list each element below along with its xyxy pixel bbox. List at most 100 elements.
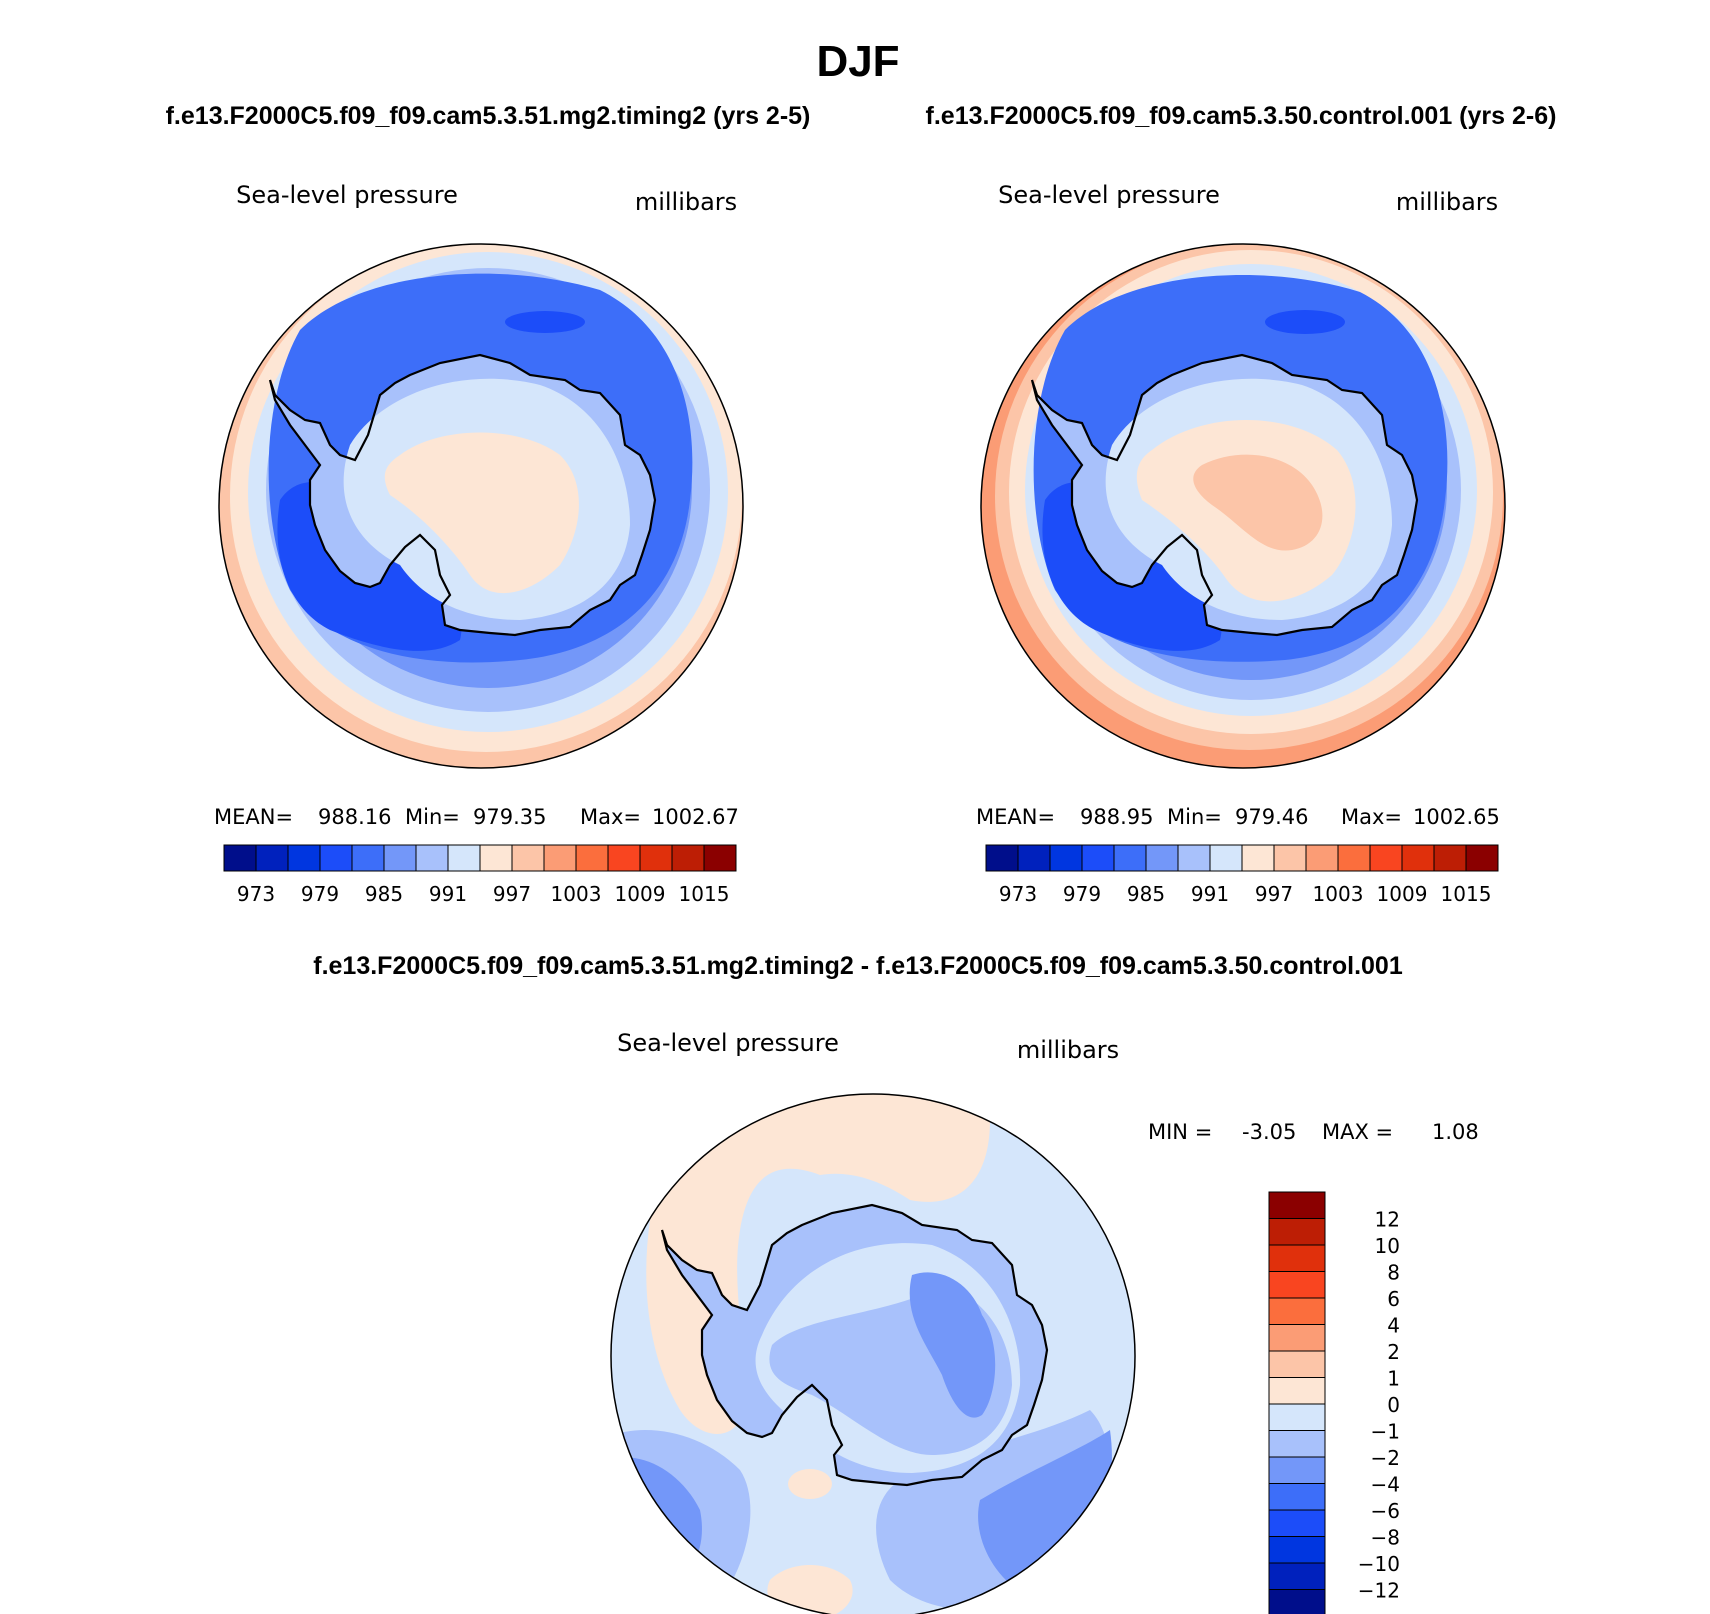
panel-b-low-cell [1265, 310, 1345, 334]
panel-case-a: Sea-level pressure millibars MEAN= 988.1… [214, 181, 744, 906]
colorbar-cell [1337, 844, 1371, 872]
panel-c-map-border [610, 1093, 1136, 1614]
panel-b-antarctica [1030, 353, 1419, 637]
panel-b-min-label: Min= [1167, 805, 1222, 829]
panel-a-colorbar: 973 979 985 991 997 1003 1009 1015 [223, 844, 737, 906]
colorbar-cell [1268, 1350, 1326, 1378]
panel-case-b: Sea-level pressure millibars MEAN= 988.9… [976, 181, 1506, 906]
panel-b-max-value: 1002.65 [1413, 805, 1500, 829]
colorbar-tick-label: 2 [1387, 1340, 1400, 1364]
colorbar-tick-label: 985 [365, 882, 403, 906]
colorbar-cell [1268, 1218, 1326, 1246]
colorbar-tick-label: 8 [1387, 1261, 1400, 1285]
colorbar-cell [1305, 844, 1339, 872]
panel-a-max-value: 1002.67 [652, 805, 739, 829]
colorbar-tick-label: 991 [429, 882, 467, 906]
panel-difference: Sea-level pressure millibars MIN = -3.05… [610, 1029, 1479, 1614]
panel-c-max-label: MAX = [1322, 1120, 1393, 1144]
colorbar-cell [383, 844, 417, 872]
panel-a-units: millibars [635, 188, 737, 216]
colorbar-tick-label: 1003 [551, 882, 602, 906]
colorbar-tick-label: 1009 [1377, 882, 1428, 906]
colorbar-cell [351, 844, 385, 872]
colorbar-cell [447, 844, 481, 872]
colorbar-cell [1209, 844, 1243, 872]
colorbar-cell [1081, 844, 1115, 872]
colorbar-cell [1433, 844, 1467, 872]
panel-c-antarctica [660, 1203, 1049, 1487]
diff-title: f.e13.F2000C5.f09_f09.cam5.3.51.mg2.timi… [313, 952, 1403, 980]
colorbar-cell [1268, 1297, 1326, 1325]
colorbar-tick-label: 10 [1375, 1234, 1400, 1258]
colorbar-tick-label: 1009 [615, 882, 666, 906]
panel-b-map [981, 244, 1505, 768]
case-a-title: f.e13.F2000C5.f09_f09.cam5.3.51.mg2.timi… [166, 102, 811, 130]
colorbar-tick-label: 1015 [1441, 882, 1492, 906]
colorbar-cell [255, 844, 289, 872]
colorbar-cell [1017, 844, 1051, 872]
panel-b-max-label: Max= [1341, 805, 1402, 829]
colorbar-tick-label: 6 [1387, 1287, 1400, 1311]
colorbar-tick-label: 997 [1255, 882, 1293, 906]
panel-a-variable-title: Sea-level pressure [236, 181, 458, 209]
colorbar-cell [1268, 1562, 1326, 1590]
colorbar-cell [1268, 1377, 1326, 1405]
colorbar-cell [575, 844, 609, 872]
colorbar-cell [415, 844, 449, 872]
colorbar-tick-label: −6 [1371, 1499, 1400, 1523]
colorbar-cell [703, 844, 737, 872]
colorbar-tick-label: 12 [1375, 1208, 1400, 1232]
panel-c-min-value: -3.05 [1242, 1120, 1296, 1144]
colorbar-cell [1268, 1271, 1326, 1299]
case-b-title: f.e13.F2000C5.f09_f09.cam5.3.50.control.… [926, 102, 1557, 130]
page-title: DJF [816, 37, 899, 86]
colorbar-tick-label: 991 [1191, 882, 1229, 906]
colorbar-cell [671, 844, 705, 872]
panel-a-map [219, 244, 743, 768]
panel-b-min-value: 979.46 [1235, 805, 1308, 829]
colorbar-cell [1268, 1589, 1326, 1614]
colorbar-tick-label: 985 [1127, 882, 1165, 906]
colorbar-tick-label: 0 [1387, 1393, 1400, 1417]
colorbar-tick-label: −2 [1371, 1446, 1400, 1470]
panel-a-antarctica [268, 353, 657, 637]
panel-b-units: millibars [1396, 188, 1498, 216]
colorbar-cell [479, 844, 513, 872]
colorbar-cell [1145, 844, 1179, 872]
colorbar-cell [1369, 844, 1403, 872]
panel-a-map-border [218, 243, 744, 769]
panel-a-mean-value: 988.16 [318, 805, 391, 829]
colorbar-tick-label: 997 [493, 882, 531, 906]
colorbar-cell [287, 844, 321, 872]
panel-a-min-label: Min= [405, 805, 460, 829]
colorbar-cell [1268, 1430, 1326, 1458]
colorbar-tick-label: 1 [1387, 1367, 1400, 1391]
colorbar-cell [1268, 1403, 1326, 1431]
colorbar-tick-label: 979 [301, 882, 339, 906]
colorbar-cell [1268, 1324, 1326, 1352]
colorbar-cell [985, 844, 1019, 872]
colorbar-tick-label: −4 [1371, 1473, 1400, 1497]
panel-c-variable-title: Sea-level pressure [617, 1029, 839, 1057]
colorbar-cell [1113, 844, 1147, 872]
colorbar-cell [319, 844, 353, 872]
colorbar-cell [639, 844, 673, 872]
colorbar-cell [1241, 844, 1275, 872]
colorbar-cell [1268, 1483, 1326, 1511]
panel-c-max-value: 1.08 [1432, 1120, 1479, 1144]
colorbar-tick-label: −12 [1358, 1579, 1400, 1603]
colorbar-cell [1268, 1456, 1326, 1484]
colorbar-tick-label: 4 [1387, 1314, 1400, 1338]
colorbar-cell [1273, 844, 1307, 872]
colorbar-cell [1268, 1244, 1326, 1272]
panel-c-units: millibars [1017, 1036, 1119, 1064]
colorbar-cell [607, 844, 641, 872]
panel-b-variable-title: Sea-level pressure [998, 181, 1220, 209]
panel-c-min-label: MIN = [1148, 1120, 1212, 1144]
colorbar-tick-label: 1015 [679, 882, 730, 906]
panel-a-min-value: 979.35 [473, 805, 546, 829]
colorbar-tick-label: 1003 [1313, 882, 1364, 906]
colorbar-cell [223, 844, 257, 872]
